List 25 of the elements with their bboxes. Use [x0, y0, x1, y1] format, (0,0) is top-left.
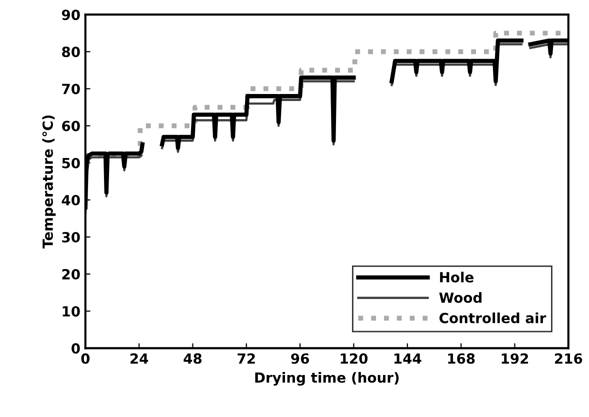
y-tick-label: 60 — [62, 120, 80, 132]
x-tick-label: 96 — [291, 353, 309, 364]
legend-label: Controlled air — [440, 312, 546, 324]
y-tick-label: 80 — [62, 46, 80, 58]
x-tick-label: 24 — [130, 353, 148, 364]
x-tick-label: 216 — [554, 353, 582, 364]
legend-label: Wood — [439, 292, 482, 303]
y-tick-label: 50 — [62, 158, 80, 168]
x-tick-label: 192 — [502, 353, 528, 364]
y-tick-label: 10 — [62, 306, 80, 317]
y-tick-label: 20 — [62, 269, 80, 280]
x-tick-label: 48 — [184, 353, 202, 364]
y-axis-title: Temperature (℃) — [42, 115, 56, 248]
y-tick-label: 70 — [62, 84, 80, 94]
x-tick-label: 144 — [394, 353, 422, 364]
legend-label: Hole — [440, 272, 474, 283]
x-tick-label: 0 — [81, 353, 90, 364]
x-tick-label: 120 — [340, 353, 368, 364]
y-tick-label: 90 — [62, 10, 80, 20]
y-tick-label: 40 — [62, 194, 80, 206]
y-tick-label: 30 — [62, 232, 80, 242]
x-tick-label: 72 — [238, 353, 255, 364]
x-tick-label: 168 — [448, 353, 475, 364]
x-axis-title: Drying time (hour) — [255, 372, 399, 386]
y-tick-label: 0 — [72, 343, 80, 354]
